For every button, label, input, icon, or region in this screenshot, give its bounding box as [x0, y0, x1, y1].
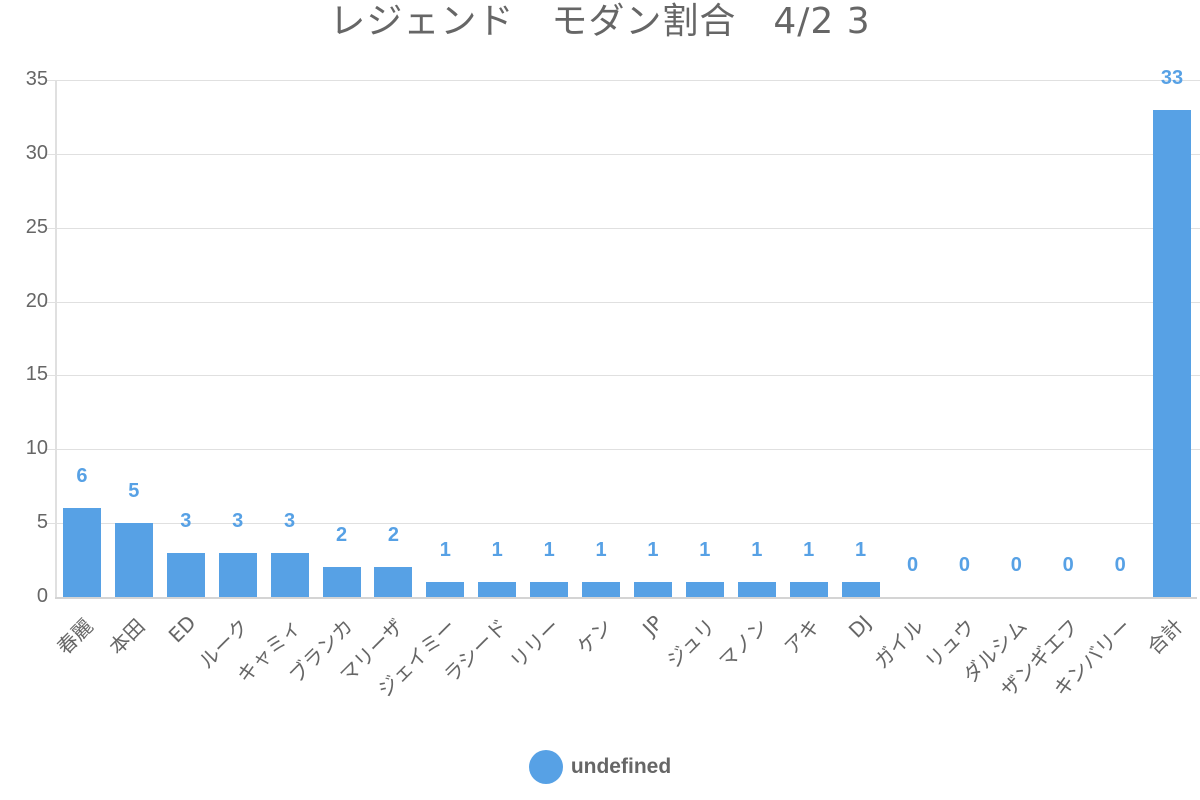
x-tick-label: リリー: [505, 614, 565, 674]
gridline: [47, 523, 1200, 525]
bar[interactable]: [582, 582, 621, 597]
data-label: 1: [803, 539, 815, 562]
data-label: 0: [1062, 554, 1074, 576]
data-label: 3: [180, 509, 192, 532]
y-tick-label: 30: [25, 141, 48, 164]
bar[interactable]: [1153, 109, 1192, 597]
data-label: 0: [1010, 554, 1022, 576]
data-label: 0: [906, 554, 919, 576]
bar[interactable]: [426, 582, 465, 597]
x-tick-label: ケン: [572, 614, 617, 659]
bar[interactable]: [322, 567, 361, 597]
bar[interactable]: [114, 523, 153, 597]
bar[interactable]: [478, 582, 517, 597]
data-label: 1: [439, 539, 451, 562]
data-label: 1: [699, 539, 711, 562]
data-label: 1: [595, 539, 607, 562]
bar[interactable]: [374, 567, 413, 597]
data-label: 3: [284, 509, 296, 532]
data-label: 0: [1114, 554, 1126, 576]
legend-marker-icon: [528, 750, 563, 784]
data-label: 33: [1160, 66, 1184, 89]
data-label: 1: [855, 539, 867, 562]
x-tick-label: ジュリ: [661, 614, 721, 673]
y-tick-label: 20: [25, 289, 48, 312]
data-label: 1: [491, 539, 503, 562]
gridline: [47, 153, 1200, 155]
x-tick-label: 合計: [1142, 614, 1188, 660]
bar[interactable]: [62, 508, 101, 597]
bar[interactable]: [166, 552, 205, 597]
x-tick-label: ガイル: [868, 614, 929, 674]
bar[interactable]: [789, 582, 828, 597]
chart-title: レジェンド モダン割合 4/2 3: [329, 1, 871, 42]
x-axis-line: [55, 597, 1197, 599]
bar[interactable]: [270, 552, 309, 597]
bar[interactable]: [218, 552, 257, 597]
data-label: 1: [647, 539, 659, 562]
y-tick-label: 0: [36, 585, 48, 607]
legend-label: undefined: [570, 755, 672, 778]
y-axis-line: [55, 80, 57, 597]
gridline: [47, 227, 1200, 229]
data-label: 2: [387, 524, 399, 547]
x-tick-label: JP: [637, 610, 668, 641]
legend[interactable]: undefined: [0, 750, 1200, 784]
y-tick-label: 25: [25, 215, 48, 238]
x-tick-label: アキ: [778, 614, 825, 660]
y-tick-label: 10: [25, 437, 48, 460]
bar[interactable]: [685, 582, 724, 597]
bar[interactable]: [530, 582, 569, 597]
gridline: [47, 301, 1200, 303]
y-tick-label: 15: [25, 363, 48, 386]
gridline: [47, 449, 1200, 451]
x-tick-label: DJ: [843, 610, 876, 643]
gridline: [47, 375, 1200, 377]
data-label: 1: [543, 539, 555, 562]
y-tick-label: 35: [25, 68, 48, 90]
plot-area: 0 5 10 15 20 25 30 35 6 春麗 5 本田 3 ED 3 ルーク 3 キャミィ 2 ブランカ 2 マリ…: [26, 67, 1200, 702]
x-tick-label: 春麗: [52, 614, 98, 660]
bar[interactable]: [737, 582, 776, 597]
data-label: 6: [76, 465, 88, 488]
y-tick-label: 5: [36, 511, 48, 534]
gridline: [47, 80, 1200, 81]
data-label: 1: [751, 539, 763, 562]
data-label: 0: [958, 554, 970, 576]
bar[interactable]: [841, 582, 880, 597]
x-tick-label: ED: [163, 610, 201, 648]
data-label: 5: [128, 480, 140, 503]
data-label: 3: [232, 509, 244, 532]
data-label: 2: [335, 524, 348, 547]
x-tick-label: 本田: [104, 614, 150, 660]
bar[interactable]: [633, 582, 672, 597]
x-tick-label: マノン: [713, 614, 773, 674]
